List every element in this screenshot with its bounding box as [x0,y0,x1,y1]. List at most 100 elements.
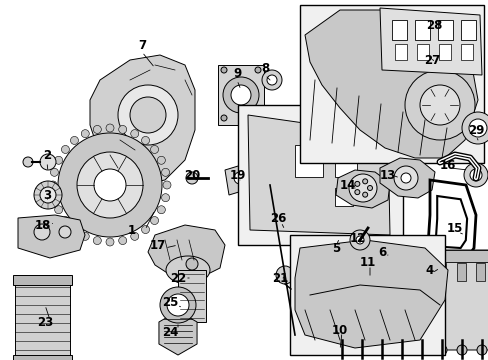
Circle shape [336,345,346,355]
Bar [238,105,402,245]
Bar [391,20,406,40]
Circle shape [354,190,359,195]
Text: 2: 2 [43,149,51,162]
Polygon shape [329,250,488,350]
Circle shape [93,125,101,134]
Circle shape [55,206,62,214]
Circle shape [157,156,165,164]
Bar [460,44,472,60]
Text: 26: 26 [269,212,285,225]
Bar [487,270,488,280]
Circle shape [106,124,114,132]
Circle shape [223,77,259,113]
Polygon shape [379,158,434,198]
Text: 4: 4 [425,264,433,276]
Circle shape [161,194,169,202]
Circle shape [275,266,293,284]
Bar [360,263,368,281]
Circle shape [461,112,488,144]
Circle shape [70,136,78,144]
Bar [394,44,406,60]
Circle shape [396,345,406,355]
Circle shape [185,172,198,184]
Bar [294,145,323,177]
Circle shape [130,130,139,138]
Text: 20: 20 [183,168,200,181]
Bar [416,44,428,60]
Circle shape [419,85,459,125]
Circle shape [77,152,142,218]
Circle shape [50,168,58,176]
Circle shape [55,156,62,164]
Bar [334,250,488,262]
Bar [334,188,352,206]
Circle shape [70,226,78,234]
Circle shape [81,232,89,240]
Circle shape [81,130,89,138]
Circle shape [463,163,487,187]
Circle shape [40,154,56,170]
Text: 14: 14 [339,179,355,192]
Text: 17: 17 [149,239,166,252]
Bar [289,235,444,355]
Text: 15: 15 [446,221,462,234]
Circle shape [40,187,56,203]
Circle shape [456,345,466,355]
Bar [438,44,450,60]
Circle shape [141,226,149,234]
Bar [379,263,388,281]
Circle shape [23,157,33,167]
Text: 16: 16 [439,158,455,171]
Circle shape [436,345,446,355]
Bar [487,310,488,320]
Circle shape [161,168,169,176]
Text: 12: 12 [349,231,366,244]
Bar [414,20,429,40]
Bar [475,263,484,281]
Text: 29: 29 [467,123,483,136]
Circle shape [150,145,158,153]
Bar [15,275,70,360]
Circle shape [266,75,276,85]
Polygon shape [294,240,447,348]
Bar [398,263,407,281]
Circle shape [119,237,126,244]
Text: 23: 23 [37,316,53,329]
Bar [13,275,72,285]
Circle shape [61,216,69,225]
Text: 7: 7 [138,39,146,51]
Polygon shape [148,225,224,278]
Circle shape [376,345,386,355]
Circle shape [234,172,245,184]
Circle shape [349,230,369,250]
Circle shape [416,345,426,355]
Text: 13: 13 [379,168,395,181]
Circle shape [141,136,149,144]
Circle shape [356,345,366,355]
Bar [13,355,72,360]
Circle shape [34,181,62,209]
Bar [487,290,488,300]
Bar [178,270,205,322]
Polygon shape [435,196,466,248]
Polygon shape [379,8,481,75]
Text: 10: 10 [331,324,347,337]
Bar [329,260,337,340]
Bar [456,263,465,281]
Text: 18: 18 [35,219,51,231]
Text: 5: 5 [331,242,340,255]
Circle shape [230,85,250,105]
Polygon shape [305,10,477,158]
Bar [334,155,356,177]
Polygon shape [90,55,195,185]
Circle shape [118,85,178,145]
Circle shape [150,216,158,225]
Circle shape [49,181,57,189]
Circle shape [221,115,226,121]
Text: 8: 8 [260,62,268,75]
Circle shape [254,115,261,121]
Circle shape [130,232,139,240]
Circle shape [348,174,376,202]
Polygon shape [367,242,407,270]
Circle shape [130,97,165,133]
